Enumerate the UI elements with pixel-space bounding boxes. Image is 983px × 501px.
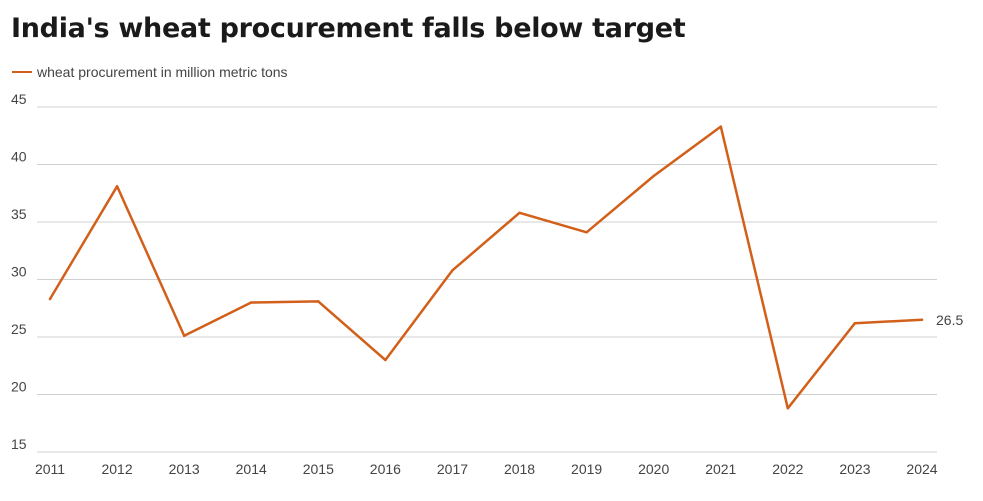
data-point-2014: [250, 301, 253, 304]
data-point-2013: [182, 334, 186, 338]
y-tick-label-45: 45: [11, 91, 27, 107]
x-tick-label-2012: 2012: [101, 461, 132, 477]
x-tick-label-2020: 2020: [638, 461, 669, 477]
data-point-2012: [115, 185, 119, 188]
y-tick-label-15: 15: [11, 436, 27, 452]
x-tick-label-2022: 2022: [772, 461, 803, 477]
data-point-2023: [853, 322, 857, 325]
data-point-2022: [786, 407, 790, 410]
x-tick-label-2023: 2023: [839, 461, 870, 477]
x-tick-label-2013: 2013: [169, 461, 200, 477]
x-tick-label-2024: 2024: [906, 461, 937, 477]
data-point-2015: [317, 300, 320, 303]
legend: wheat procurement in million metric tons: [12, 64, 288, 80]
series-line-0: [48, 125, 924, 410]
data-point-2017: [451, 269, 454, 272]
x-tick-label-2011: 2011: [35, 461, 65, 477]
y-tick-label-35: 35: [11, 206, 27, 222]
x-tick-label-2016: 2016: [370, 461, 401, 477]
y-tick-label-30: 30: [11, 264, 27, 280]
y-tick-label-25: 25: [11, 321, 27, 337]
x-tick-label-2014: 2014: [236, 461, 267, 477]
legend-label: wheat procurement in million metric tons: [37, 64, 288, 80]
x-tick-label-2015: 2015: [303, 461, 334, 477]
y-tick-label-20: 20: [11, 379, 27, 395]
data-point-2011: [48, 297, 52, 301]
x-tick-label-2021: 2021: [705, 461, 736, 477]
data-label-2024: 26.5: [936, 312, 963, 328]
y-tick-label-40: 40: [11, 149, 27, 165]
data-point-2021: [719, 125, 722, 128]
data-point-2019: [585, 231, 588, 234]
data-point-2020: [652, 174, 655, 178]
data-point-2024: [920, 318, 924, 321]
x-tick-label-2017: 2017: [437, 461, 468, 477]
data-point-2018: [518, 211, 521, 214]
legend-swatch: [12, 71, 32, 73]
x-tick-label-2019: 2019: [571, 461, 602, 477]
data-point-2016: [384, 358, 387, 362]
chart-title: India's wheat procurement falls below ta…: [11, 13, 686, 44]
x-tick-label-2018: 2018: [504, 461, 535, 477]
